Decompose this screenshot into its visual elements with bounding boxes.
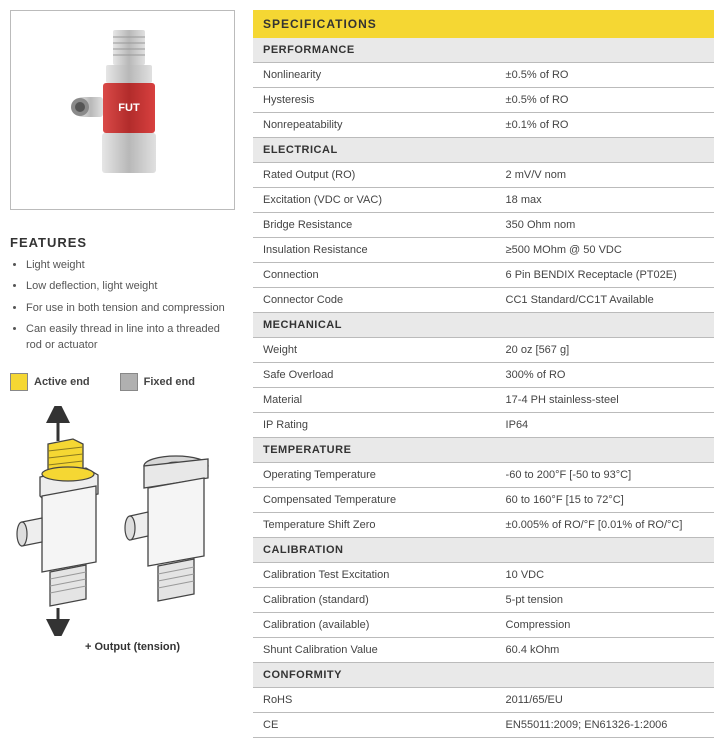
spec-section-header: CONFORMITY: [253, 663, 714, 688]
spec-section-header: TEMPERATURE: [253, 438, 714, 463]
spec-label: Calibration (standard): [263, 594, 506, 606]
spec-row: CEEN55011:2009; EN61326-1:2006: [253, 713, 714, 738]
fixed-swatch: [120, 373, 138, 391]
spec-value: -60 to 200°F [-50 to 93°C]: [506, 469, 704, 481]
spec-value: 17-4 PH stainless-steel: [506, 394, 704, 406]
spec-label: Insulation Resistance: [263, 244, 506, 256]
output-label: + Output (tension): [85, 641, 235, 653]
spec-value: ±0.1% of RO: [506, 119, 704, 131]
spec-row: Material17-4 PH stainless-steel: [253, 388, 714, 413]
spec-row: Temperature Shift Zero±0.005% of RO/°F […: [253, 513, 714, 538]
spec-value: CC1 Standard/CC1T Available: [506, 294, 704, 306]
spec-label: IP Rating: [263, 419, 506, 431]
spec-section-header: CALIBRATION: [253, 538, 714, 563]
spec-value: ±0.5% of RO: [506, 94, 704, 106]
spec-label: Excitation (VDC or VAC): [263, 194, 506, 206]
spec-section-header: PERFORMANCE: [253, 38, 714, 63]
spec-row: Insulation Resistance≥500 MOhm @ 50 VDC: [253, 238, 714, 263]
spec-row: Operating Temperature-60 to 200°F [-50 t…: [253, 463, 714, 488]
spec-row: RoHS2011/65/EU: [253, 688, 714, 713]
spec-label: RoHS: [263, 694, 506, 706]
diagram-area: + Output (tension): [10, 406, 235, 653]
spec-value: Compression: [506, 619, 704, 631]
spec-label: Temperature Shift Zero: [263, 519, 506, 531]
feature-item: For use in both tension and compression: [26, 301, 235, 316]
spec-label: CE: [263, 719, 506, 731]
spec-row: Rated Output (RO)2 mV/V nom: [253, 163, 714, 188]
svg-text:FUT: FUT: [118, 102, 140, 114]
spec-row: Nonlinearity±0.5% of RO: [253, 63, 714, 88]
legend-active: Active end: [10, 373, 90, 391]
spec-row: Connection6 Pin BENDIX Receptacle (PT02E…: [253, 263, 714, 288]
spec-label: Calibration Test Excitation: [263, 569, 506, 581]
spec-row: Calibration Test Excitation10 VDC: [253, 563, 714, 588]
spec-label: Shunt Calibration Value: [263, 644, 506, 656]
product-image: FUT: [58, 25, 188, 195]
spec-label: Weight: [263, 344, 506, 356]
left-column: FUT FEATURES Light weight Low deflection,…: [10, 10, 235, 738]
spec-value: 18 max: [506, 194, 704, 206]
legend: Active end Fixed end: [10, 373, 235, 391]
spec-label: Safe Overload: [263, 369, 506, 381]
spec-title: SPECIFICATIONS: [253, 10, 714, 38]
spec-value: IP64: [506, 419, 704, 431]
spec-row: Calibration (standard)5-pt tension: [253, 588, 714, 613]
spec-value: 300% of RO: [506, 369, 704, 381]
spec-label: Rated Output (RO): [263, 169, 506, 181]
spec-value: 10 VDC: [506, 569, 704, 581]
spec-value: ±0.5% of RO: [506, 69, 704, 81]
spec-row: Connector CodeCC1 Standard/CC1T Availabl…: [253, 288, 714, 313]
spec-label: Connector Code: [263, 294, 506, 306]
spec-row: Shunt Calibration Value60.4 kOhm: [253, 638, 714, 663]
spec-label: Operating Temperature: [263, 469, 506, 481]
spec-value: 5-pt tension: [506, 594, 704, 606]
spec-body: PERFORMANCENonlinearity±0.5% of ROHyster…: [253, 38, 714, 738]
spec-label: Calibration (available): [263, 619, 506, 631]
legend-active-label: Active end: [34, 376, 90, 388]
spec-row: Hysteresis±0.5% of RO: [253, 88, 714, 113]
spec-label: Connection: [263, 269, 506, 281]
spec-row: Safe Overload300% of RO: [253, 363, 714, 388]
spec-value: 20 oz [567 g]: [506, 344, 704, 356]
spec-label: Hysteresis: [263, 94, 506, 106]
spec-value: 2 mV/V nom: [506, 169, 704, 181]
diagram-svg: [10, 406, 235, 636]
spec-value: 60.4 kOhm: [506, 644, 704, 656]
spec-row: Weight20 oz [567 g]: [253, 338, 714, 363]
feature-item: Light weight: [26, 258, 235, 273]
spec-row: Compensated Temperature60 to 160°F [15 t…: [253, 488, 714, 513]
spec-value: 6 Pin BENDIX Receptacle (PT02E): [506, 269, 704, 281]
feature-item: Low deflection, light weight: [26, 279, 235, 294]
spec-section-header: ELECTRICAL: [253, 138, 714, 163]
spec-row: Bridge Resistance350 Ohm nom: [253, 213, 714, 238]
spec-label: Compensated Temperature: [263, 494, 506, 506]
spec-value: ±0.005% of RO/°F [0.01% of RO/°C]: [506, 519, 704, 531]
spec-row: Calibration (available)Compression: [253, 613, 714, 638]
features-heading: FEATURES: [10, 235, 235, 250]
spec-value: 60 to 160°F [15 to 72°C]: [506, 494, 704, 506]
spec-label: Material: [263, 394, 506, 406]
spec-section-header: MECHANICAL: [253, 313, 714, 338]
features-section: FEATURES Light weight Low deflection, lig…: [10, 235, 235, 353]
legend-fixed-label: Fixed end: [144, 376, 195, 388]
spec-label: Nonrepeatability: [263, 119, 506, 131]
spec-value: ≥500 MOhm @ 50 VDC: [506, 244, 704, 256]
spec-row: IP RatingIP64: [253, 413, 714, 438]
page-container: FUT FEATURES Light weight Low deflection,…: [10, 10, 714, 738]
spec-value: 350 Ohm nom: [506, 219, 704, 231]
product-image-box: FUT: [10, 10, 235, 210]
legend-fixed: Fixed end: [120, 373, 195, 391]
spec-label: Nonlinearity: [263, 69, 506, 81]
spec-value: EN55011:2009; EN61326-1:2006: [506, 719, 704, 731]
spec-value: 2011/65/EU: [506, 694, 704, 706]
right-column: SPECIFICATIONS PERFORMANCENonlinearity±0…: [253, 10, 714, 738]
spec-row: Nonrepeatability±0.1% of RO: [253, 113, 714, 138]
spec-row: Excitation (VDC or VAC)18 max: [253, 188, 714, 213]
spec-label: Bridge Resistance: [263, 219, 506, 231]
active-swatch: [10, 373, 28, 391]
feature-item: Can easily thread in line into a threade…: [26, 322, 235, 353]
features-list: Light weight Low deflection, light weight…: [10, 258, 235, 353]
